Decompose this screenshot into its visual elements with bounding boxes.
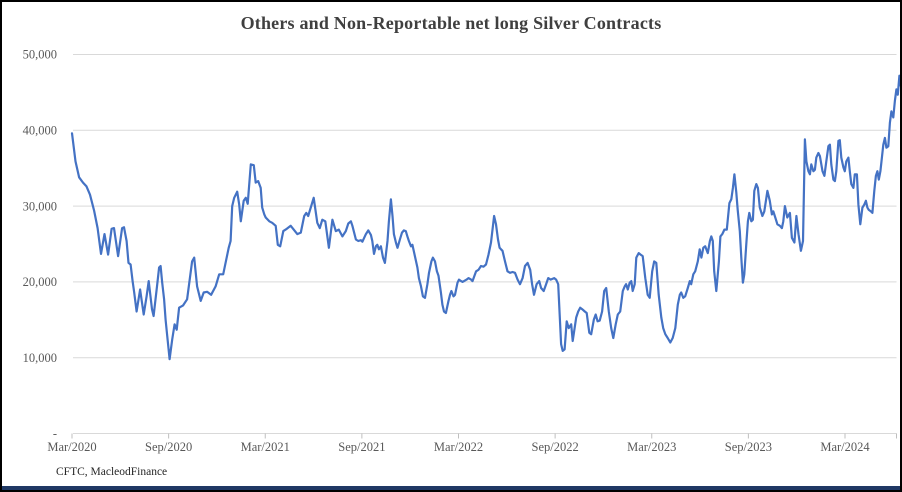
x-axis-tick-label: Sep/2023 bbox=[725, 440, 772, 454]
y-axis-tick-label: 20,000 bbox=[23, 275, 57, 289]
data-series-line bbox=[70, 74, 900, 361]
y-axis-tick-label: 50,000 bbox=[23, 48, 57, 62]
y-axis-tick-label: 10,000 bbox=[23, 351, 57, 365]
y-axis-tick-label: 30,000 bbox=[23, 199, 57, 213]
y-axis-tick-label: 40,000 bbox=[23, 124, 57, 138]
x-axis-tick-label: Sep/2022 bbox=[532, 440, 579, 454]
x-axis-tick-label: Mar/2021 bbox=[241, 440, 290, 454]
x-axis-tick-label: Sep/2021 bbox=[338, 440, 385, 454]
y-axis-tick-label: - bbox=[53, 427, 57, 441]
x-axis-tick-label: Mar/2023 bbox=[627, 440, 676, 454]
x-axis-tick-label: Mar/2022 bbox=[434, 440, 483, 454]
x-axis-tick-label: Sep/2020 bbox=[145, 440, 192, 454]
bottom-accent-bar bbox=[2, 486, 900, 490]
source-note: CFTC, MacleodFinance bbox=[56, 466, 168, 478]
chart-title: Others and Non-Reportable net long Silve… bbox=[240, 13, 662, 33]
x-axis-tick-label: Mar/2024 bbox=[820, 440, 870, 454]
x-axis-tick-label: Mar/2020 bbox=[47, 440, 96, 454]
